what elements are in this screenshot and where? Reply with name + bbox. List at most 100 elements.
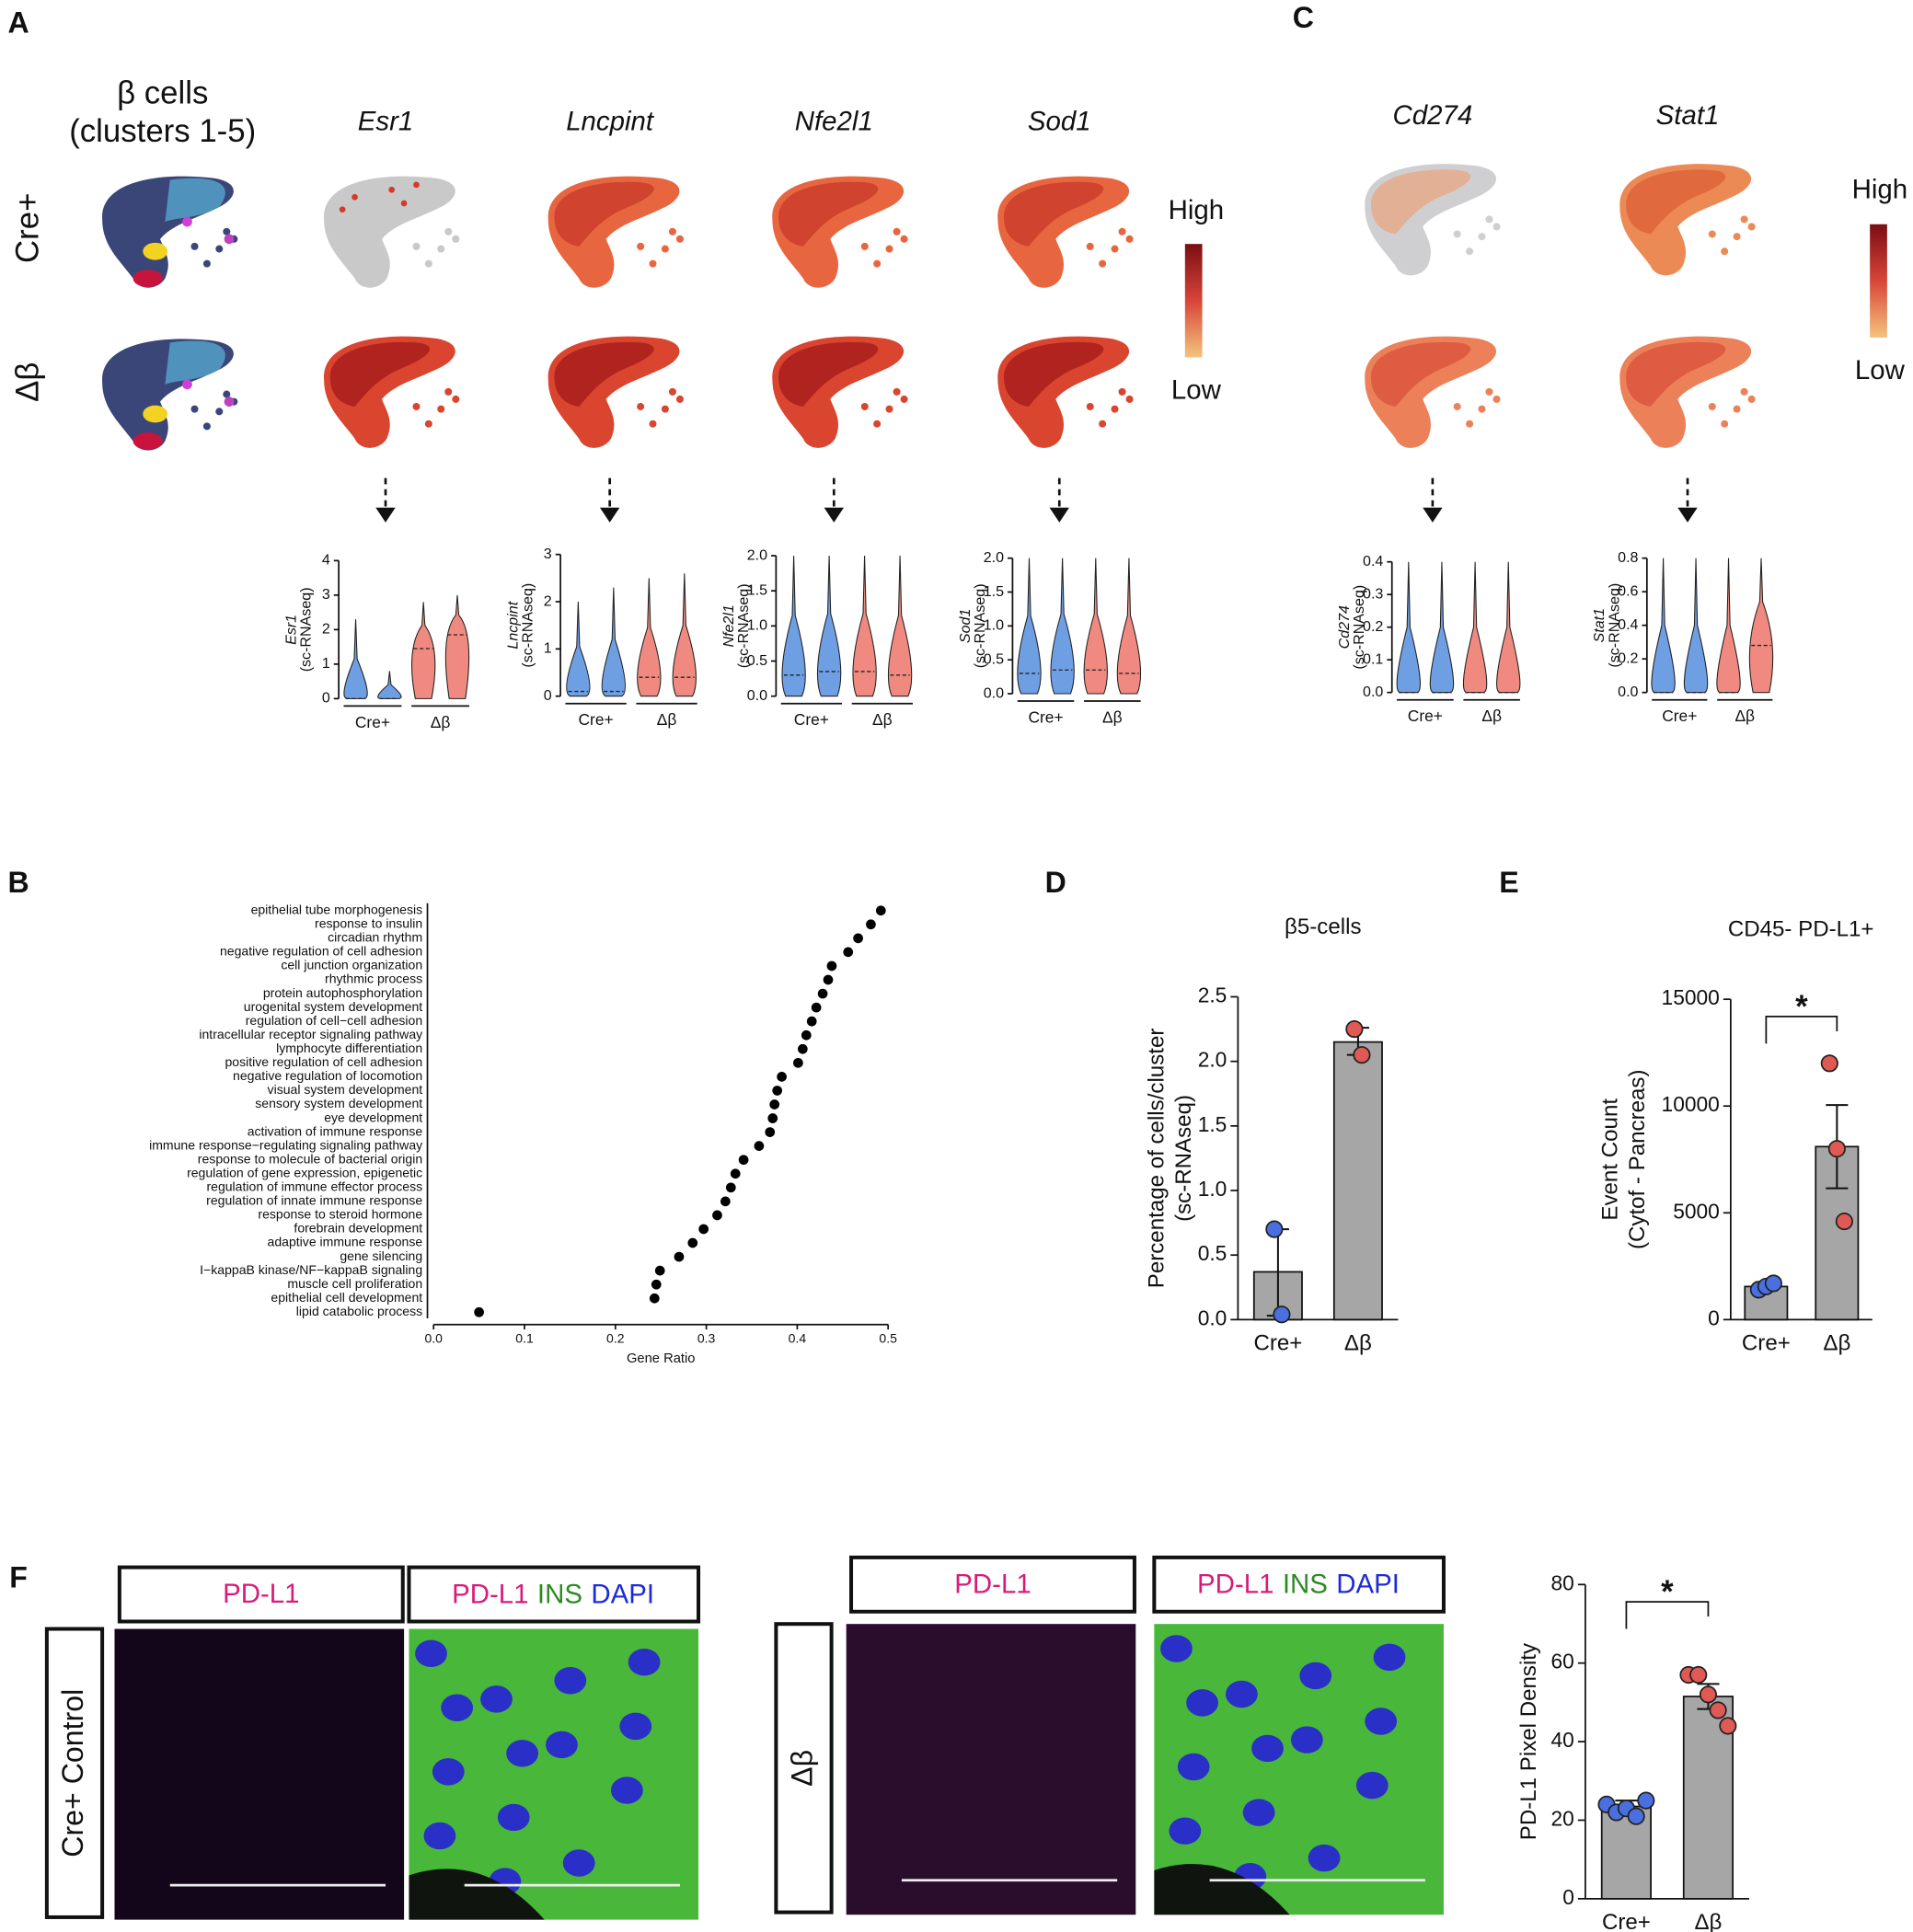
header-part: INS	[1283, 1569, 1328, 1599]
violin	[1462, 561, 1488, 694]
umap-cells	[339, 206, 346, 213]
umap-cluster	[224, 234, 235, 245]
color-scale	[1184, 244, 1203, 358]
umap	[1619, 164, 1756, 276]
umap-cluster	[133, 432, 163, 450]
dot	[817, 988, 828, 999]
dot	[823, 974, 834, 985]
nucleus	[441, 1694, 474, 1721]
panel-label: B	[7, 866, 29, 899]
category-label: rhythmic process	[325, 972, 422, 986]
y-tick-label: 0	[1708, 1305, 1720, 1329]
dot	[698, 1224, 709, 1235]
y-axis-label: Percentage of cells/cluster	[1145, 1029, 1170, 1289]
x-tick-label: Δβ	[872, 710, 893, 729]
umap-cells	[668, 387, 676, 396]
umap-cells	[424, 420, 432, 428]
umap-cells	[444, 227, 453, 236]
row-box	[774, 1622, 834, 1915]
nucleus	[1169, 1817, 1202, 1845]
umap-cells	[215, 408, 224, 416]
dot	[811, 1002, 822, 1013]
dot	[853, 933, 863, 944]
umap-cells	[424, 259, 432, 268]
umap-cluster	[224, 397, 235, 407]
umap-cells	[1086, 402, 1094, 410]
nucleus	[480, 1685, 513, 1713]
umap-cells	[1004, 181, 1104, 247]
umap-cells	[1492, 395, 1501, 403]
category-label: regulation of gene expression, epigeneti…	[187, 1165, 422, 1179]
y-tick-label: 1.5	[747, 581, 767, 598]
violin	[444, 594, 470, 699]
significance-bracket	[1765, 1016, 1838, 1044]
violin	[343, 619, 368, 699]
umap-cells	[437, 245, 445, 253]
violin	[1017, 558, 1042, 695]
dot	[474, 1306, 484, 1317]
umap	[772, 176, 908, 288]
umap-cells	[885, 405, 893, 413]
umap-cells	[215, 245, 224, 253]
bar	[1332, 1041, 1383, 1321]
nucleus	[1242, 1799, 1275, 1826]
header-part: PD-L1	[452, 1579, 528, 1609]
y-tick-label: 3	[544, 546, 552, 562]
umap-cells	[412, 242, 421, 250]
violin	[637, 578, 662, 697]
category-label: muscle cell proliferation	[287, 1276, 422, 1291]
dot	[767, 1113, 778, 1123]
umap-cells	[1466, 420, 1474, 428]
y-tick-label: 1.0	[747, 617, 767, 634]
umap-cells	[452, 235, 460, 243]
data-point	[1764, 1274, 1782, 1293]
y-tick-label: 0.2	[1618, 650, 1638, 666]
cluster-title: (clusters 1-5)	[69, 113, 256, 149]
umap-cells	[1111, 405, 1119, 413]
y-tick-label: 0.4	[1618, 616, 1638, 633]
data-point	[1265, 1220, 1284, 1238]
x-tick-label: Δβ	[1102, 707, 1123, 726]
umap-cells	[1099, 259, 1107, 268]
y-tick-label: 2.0	[747, 546, 767, 563]
y-axis-label: Event Count	[1597, 1098, 1622, 1221]
umap-cells	[675, 395, 684, 403]
umap-cells	[873, 420, 882, 428]
arrow-head	[824, 507, 845, 523]
x-tick-label: 0.5	[879, 1331, 897, 1346]
category-label: gene silencing	[340, 1248, 422, 1263]
header-box	[849, 1555, 1136, 1614]
data-point	[1637, 1791, 1655, 1810]
micrograph	[114, 1628, 405, 1920]
umap-cells	[900, 235, 908, 243]
y-tick-label: 0.0	[747, 687, 767, 704]
dot	[687, 1237, 698, 1248]
x-tick-label: Δβ	[431, 713, 451, 731]
data-point	[1699, 1685, 1718, 1704]
nucleus	[415, 1639, 447, 1668]
nucleus	[1226, 1680, 1258, 1708]
scale-label: Low	[1855, 355, 1906, 385]
header: PD-L1	[223, 1579, 299, 1609]
umap-cells	[1453, 402, 1461, 410]
data-point	[1627, 1807, 1645, 1825]
y-axis-label: Esr1	[283, 615, 300, 645]
y-axis-label: (sc-RNAseq)	[520, 583, 536, 668]
umap-cells	[1747, 223, 1756, 231]
umap-cells	[893, 387, 901, 396]
category-label: cell junction organization	[281, 958, 422, 972]
x-tick-label: Δβ	[1481, 707, 1502, 725]
umap	[102, 176, 238, 288]
category-label: regulation of immune effector process	[206, 1179, 422, 1194]
category-label: adaptive immune response	[268, 1235, 423, 1249]
nucleus	[432, 1758, 465, 1786]
y-axis-label: (Cytof - Pancreas)	[1625, 1070, 1650, 1250]
violin	[887, 556, 913, 697]
y-tick-label: 0.8	[1618, 549, 1638, 566]
category-label: I−kappaB kinase/NF−kappaB signaling	[200, 1262, 422, 1277]
dot	[654, 1265, 665, 1276]
x-tick-label: Δβ	[1694, 1910, 1722, 1932]
data-point	[1719, 1717, 1737, 1735]
x-tick-label: Δβ	[657, 710, 677, 729]
violin	[1396, 561, 1421, 694]
